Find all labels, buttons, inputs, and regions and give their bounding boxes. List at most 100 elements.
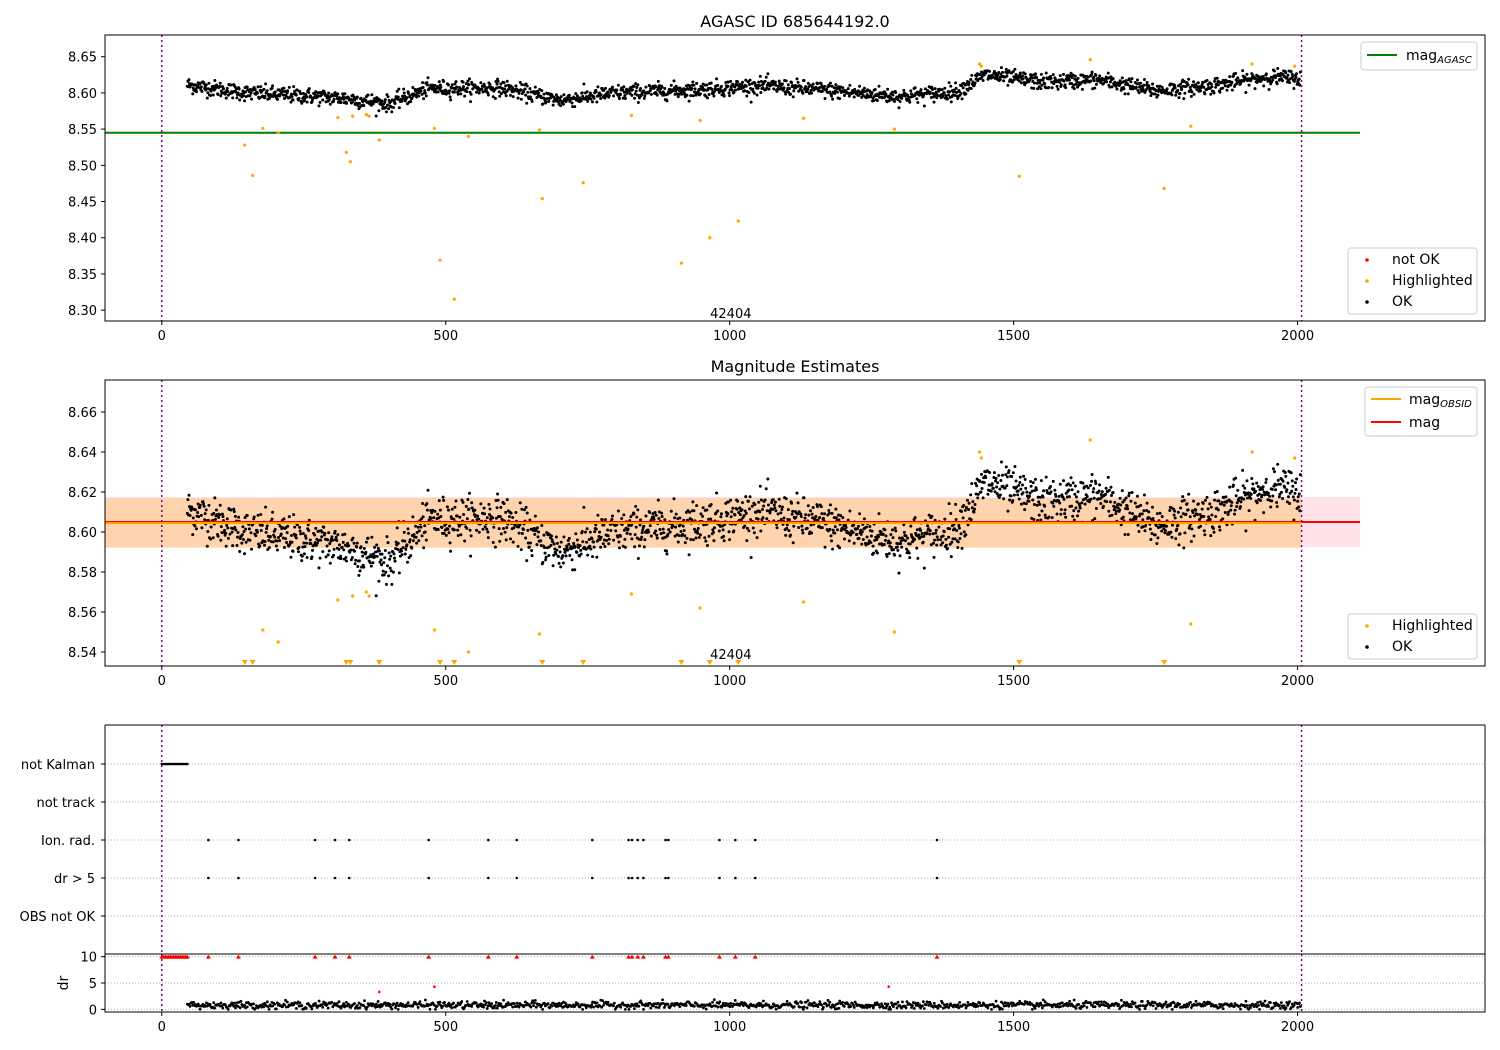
ok-point	[426, 76, 430, 80]
ok-point	[503, 87, 507, 91]
ok-point	[921, 540, 925, 544]
ok-point	[1124, 79, 1128, 83]
ok-point	[303, 534, 307, 538]
ok-point	[218, 513, 222, 517]
ok-point	[447, 531, 451, 535]
dr-ok-point	[600, 1005, 604, 1009]
ok-point	[1124, 496, 1128, 500]
ok-point	[1009, 494, 1013, 498]
ok-point	[393, 556, 397, 560]
dr-ok-point	[702, 1006, 705, 1010]
ok-point	[1108, 500, 1112, 504]
ok-point	[961, 516, 965, 520]
flag-row-label: not track	[36, 796, 95, 811]
ok-point	[637, 96, 641, 100]
ok-point	[1017, 483, 1021, 487]
ok-point	[1073, 74, 1077, 78]
ok-point	[289, 533, 293, 537]
ok-point	[844, 525, 848, 529]
ok-point	[270, 86, 274, 90]
y-tick-label: 8.45	[68, 196, 97, 211]
ok-point	[567, 93, 571, 97]
ok-point	[547, 553, 551, 557]
ok-point	[962, 503, 966, 507]
ok-point	[202, 82, 206, 86]
ok-point	[1264, 480, 1268, 484]
ok-point	[733, 513, 737, 517]
ok-point	[1289, 471, 1293, 475]
ok-point	[726, 84, 730, 88]
ok-point	[829, 534, 833, 538]
ok-point	[654, 85, 658, 89]
ok-point	[871, 544, 875, 548]
ok-point	[610, 517, 614, 521]
ok-point	[580, 530, 584, 534]
ok-point	[211, 93, 215, 97]
ok-point	[832, 86, 836, 90]
ok-point	[379, 558, 383, 562]
off-scale-marker	[1016, 660, 1023, 665]
ok-point	[1036, 495, 1040, 499]
ok-point	[1086, 486, 1090, 490]
ok-point	[377, 109, 381, 113]
ok-point	[585, 540, 589, 544]
dr-ok-point	[395, 1001, 399, 1005]
ok-point	[827, 84, 831, 88]
ok-point	[665, 552, 669, 556]
ok-point	[838, 97, 842, 101]
ok-point	[957, 523, 961, 527]
ok-point	[1261, 485, 1265, 489]
ok-point	[770, 501, 774, 505]
ok-point	[609, 90, 613, 94]
ok-point	[1298, 83, 1302, 87]
ok-point	[807, 513, 811, 517]
ok-point	[767, 87, 771, 91]
ok-point	[1286, 481, 1290, 485]
ok-point	[586, 99, 590, 103]
ok-point	[517, 91, 521, 95]
ok-point	[970, 482, 974, 486]
ok-point	[354, 558, 358, 562]
ok-point	[1120, 489, 1124, 493]
ok-point	[745, 539, 749, 543]
ok-point	[832, 516, 836, 520]
ok-point	[949, 84, 953, 88]
ok-point	[1244, 91, 1248, 95]
ok-point	[944, 537, 948, 541]
ok-point	[274, 544, 278, 548]
ok-point	[1244, 529, 1248, 533]
ok-point	[1038, 502, 1042, 506]
ok-point	[1005, 74, 1009, 78]
ok-point	[652, 517, 656, 521]
ok-point	[719, 84, 723, 88]
ok-point	[897, 536, 901, 540]
ok-point	[603, 96, 607, 100]
ok-point	[657, 516, 661, 520]
ok-point	[1270, 487, 1274, 491]
ok-point	[479, 502, 483, 506]
ok-point	[875, 99, 879, 103]
ok-point	[802, 79, 806, 83]
ok-point	[1228, 485, 1232, 489]
ok-point	[391, 105, 395, 109]
ok-point	[1049, 485, 1053, 489]
ok-point	[949, 512, 953, 516]
ok-point	[1032, 517, 1036, 521]
ok-point	[1004, 473, 1008, 477]
ok-point	[225, 517, 229, 521]
ok-point	[433, 83, 437, 87]
ok-point	[326, 538, 330, 542]
ok-point	[692, 83, 696, 87]
ok-point	[1043, 504, 1047, 508]
ok-point	[1199, 89, 1203, 93]
ok-point	[425, 508, 429, 512]
panel-agasc: AGASC ID 685644192.0 42404 0 500 1000 1500 2…	[68, 12, 1486, 344]
ok-point	[525, 559, 529, 563]
ok-point	[1032, 86, 1036, 90]
ok-point	[197, 85, 201, 89]
ok-point	[409, 99, 413, 103]
ok-point	[526, 541, 530, 545]
ok-point	[907, 551, 911, 555]
ok-point	[430, 511, 434, 515]
ok-point	[1279, 77, 1283, 81]
